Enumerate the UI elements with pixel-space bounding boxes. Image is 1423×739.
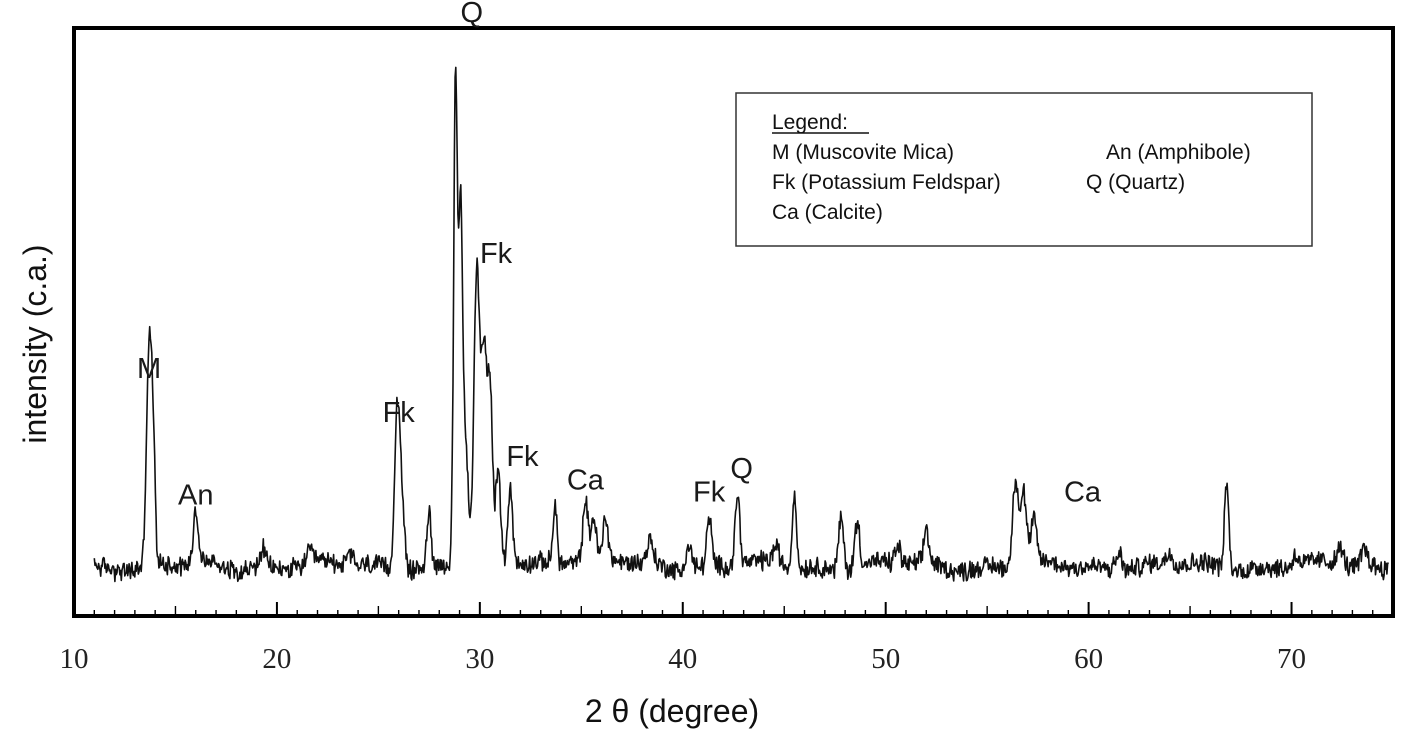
legend-entry-potassium-feldspar: Fk (Potassium Feldspar) <box>772 171 1001 194</box>
peak-label: Ca <box>567 465 605 497</box>
peak-label: M <box>137 353 161 385</box>
x-tick-label: 70 <box>1277 643 1306 675</box>
peak-label: Fk <box>506 441 539 473</box>
legend-entry-calcite: Ca (Calcite) <box>772 201 883 224</box>
x-tick-label: 40 <box>668 643 697 675</box>
y-axis-title: intensity (c.a.) <box>17 244 53 443</box>
x-tick-label: 30 <box>465 643 494 675</box>
legend-title: Legend: <box>772 111 848 134</box>
peak-label: Fk <box>383 397 416 429</box>
peak-label: Fk <box>480 238 513 270</box>
plot-frame <box>72 26 1395 618</box>
legend-entry-amphibole: An (Amphibole) <box>1106 141 1251 164</box>
peak-label: An <box>178 479 213 511</box>
x-tick-label: 20 <box>262 643 291 675</box>
peak-label: Q <box>460 0 483 29</box>
legend-entry-quartz: Q (Quartz) <box>1086 171 1185 194</box>
x-tick-label: 10 <box>60 643 89 675</box>
peak-label: Q <box>730 453 753 485</box>
legend: Legend: M (Muscovite Mica) An (Amphibole… <box>735 92 1313 247</box>
x-axis-title: 2 θ (degree) <box>585 693 759 729</box>
x-tick-labels: 10 20 30 40 50 60 70 <box>60 643 1307 675</box>
x-tick-label: 50 <box>871 643 900 675</box>
legend-entry-muscovite: M (Muscovite Mica) <box>772 141 954 164</box>
xrd-trace-line <box>93 66 1390 583</box>
trace-group <box>93 66 1390 583</box>
legend-box <box>735 92 1313 247</box>
peak-label: Fk <box>693 476 726 508</box>
x-tick-label: 60 <box>1074 643 1103 675</box>
peak-label: Ca <box>1064 476 1102 508</box>
